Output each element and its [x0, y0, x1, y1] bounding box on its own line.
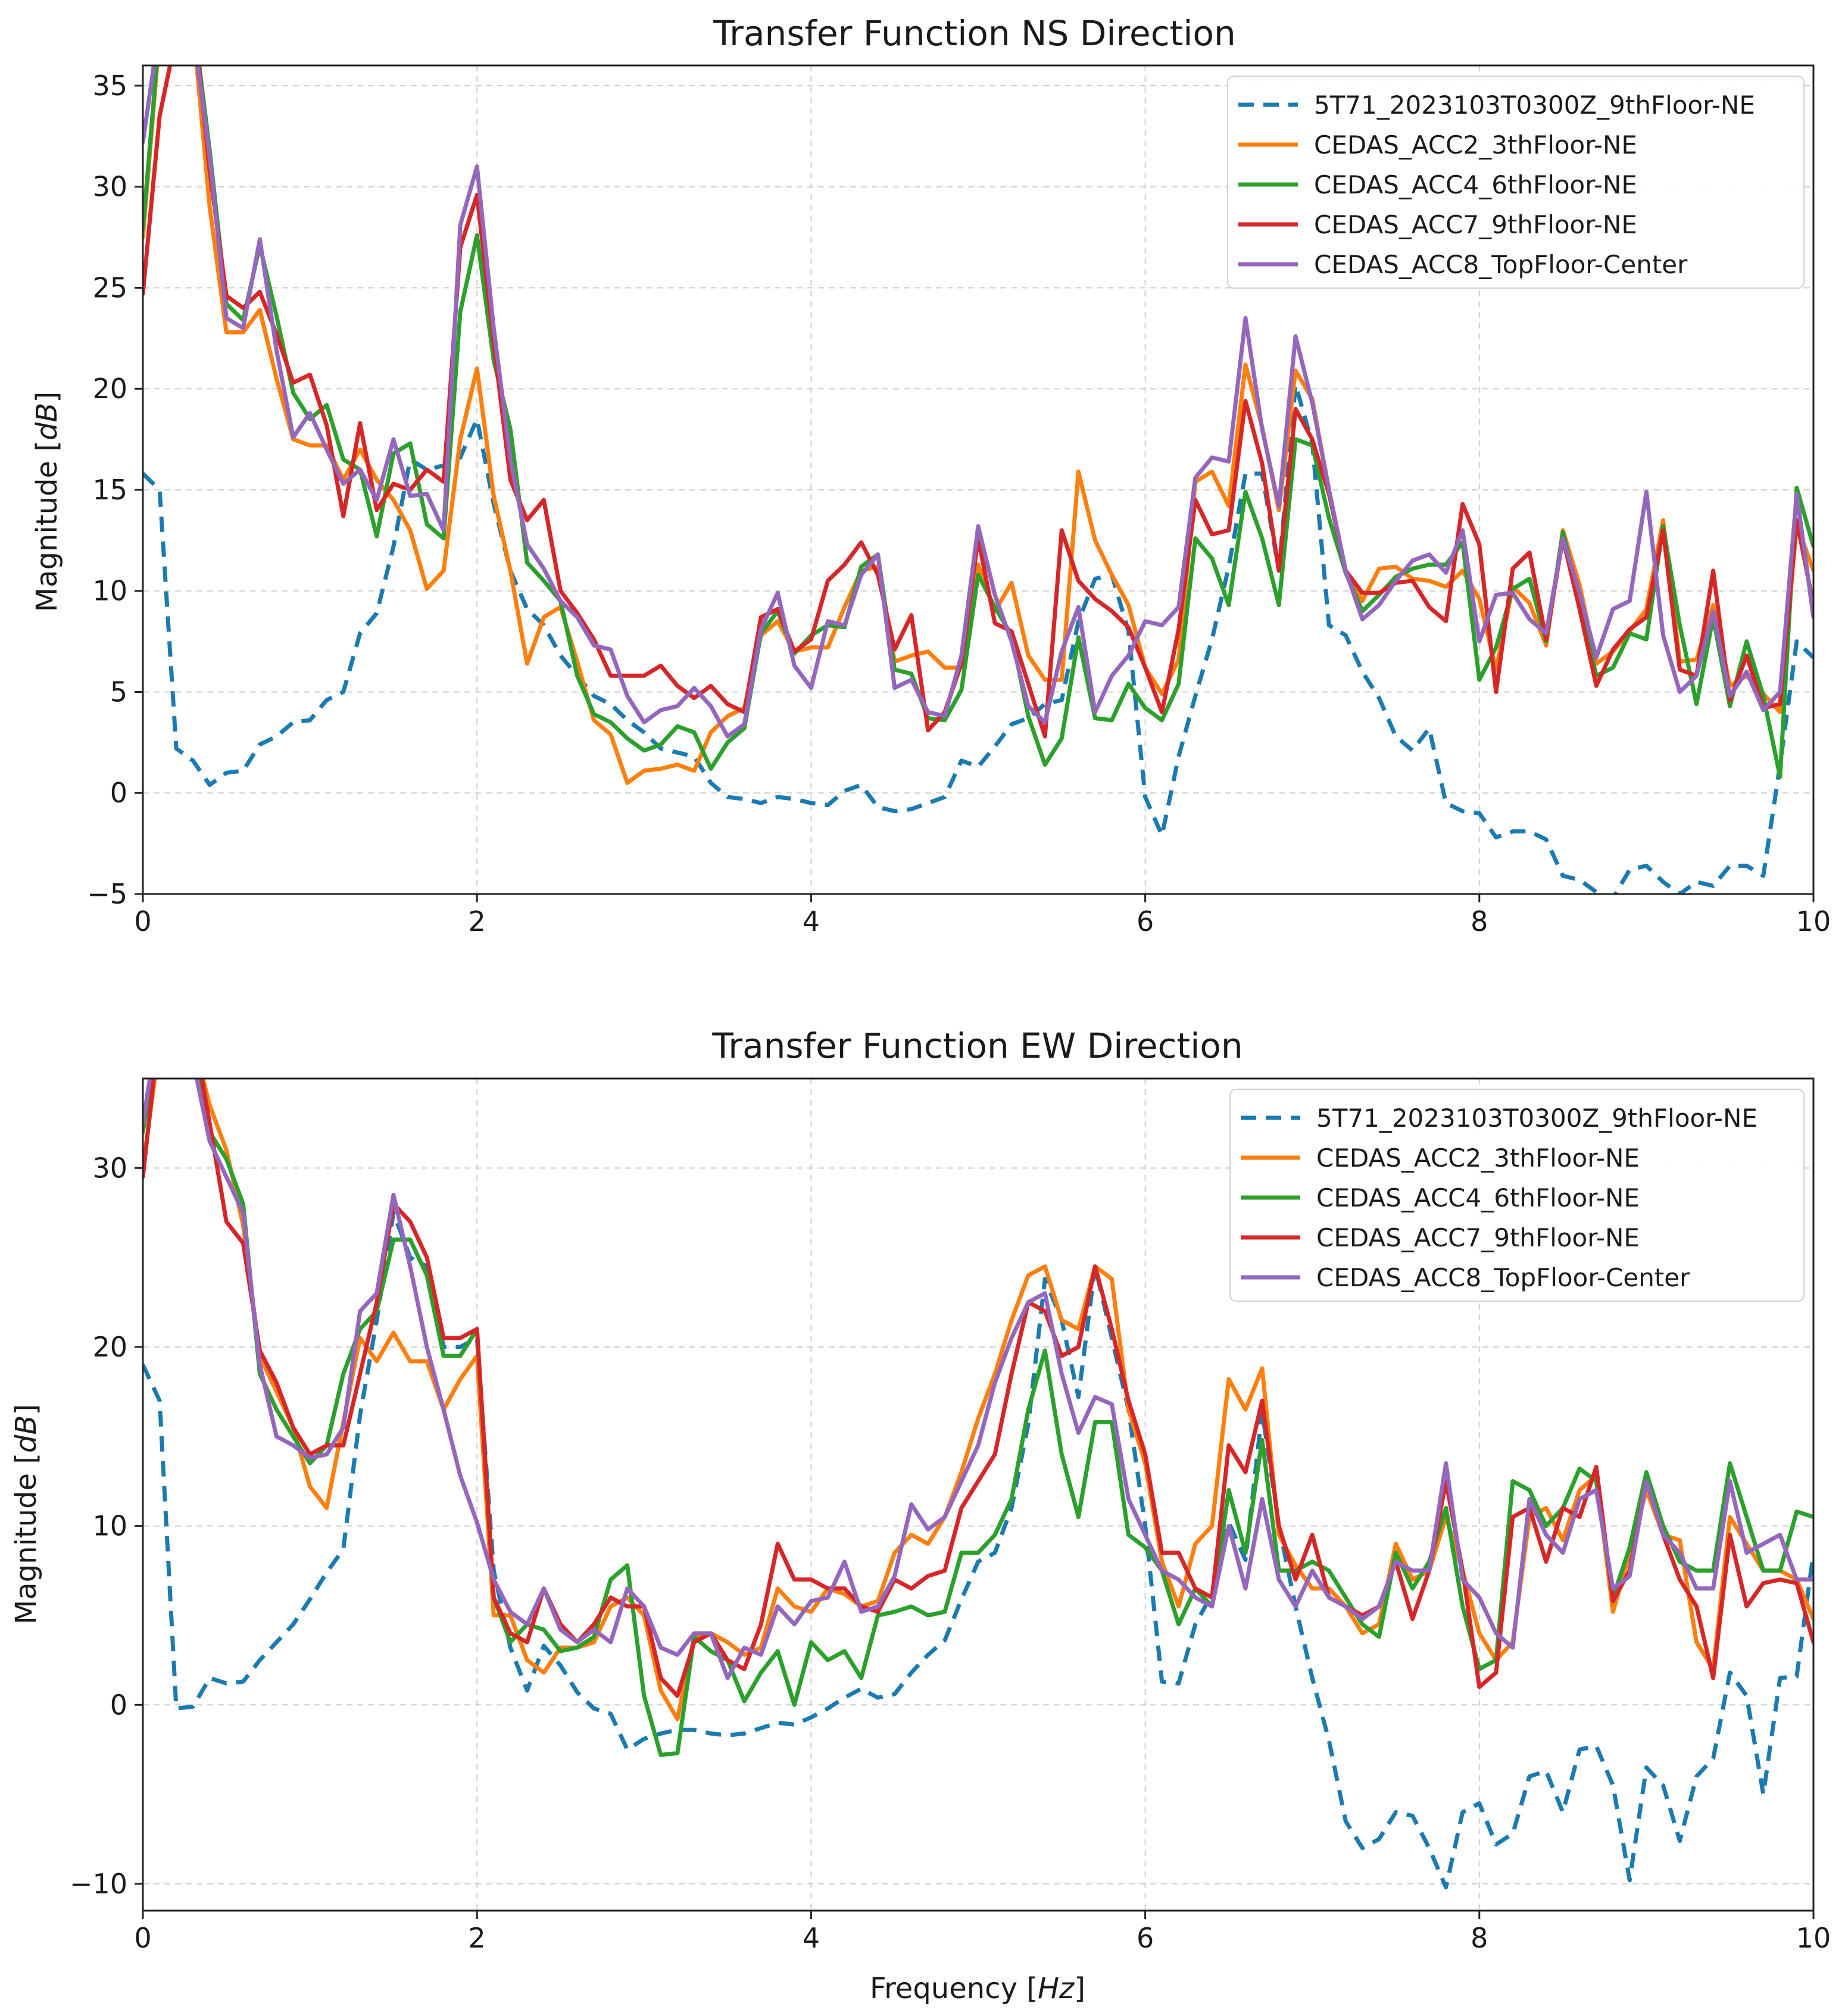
- legend-label: 5T71_2023103T0300Z_9thFloor-NE: [1316, 1104, 1757, 1133]
- legend-item: 5T71_2023103T0300Z_9thFloor-NE: [1238, 90, 1755, 120]
- axes-frame: [142, 1077, 1815, 1912]
- y-tick-label: 20: [92, 1331, 127, 1363]
- y-tick-label: 0: [110, 777, 127, 809]
- x-tick-label: 10: [1796, 1922, 1831, 1954]
- legend-item: CEDAS_ACC2_3thFloor-NE: [1238, 130, 1637, 160]
- legend-label: CEDAS_ACC2_3thFloor-NE: [1316, 1143, 1640, 1173]
- x-tick-label: 8: [1471, 905, 1488, 937]
- x-tick-label: 8: [1471, 1922, 1488, 1954]
- legend: 5T71_2023103T0300Z_9thFloor-NE CEDAS_ACC2…: [1229, 1089, 1805, 1302]
- y-tick-label: 15: [92, 474, 127, 506]
- x-tick-label: 6: [1137, 1922, 1154, 1954]
- legend-label: CEDAS_ACC4_6thFloor-NE: [1316, 1183, 1640, 1212]
- x-axis-label-close: ]: [1074, 1972, 1085, 2005]
- x-tick-label: 2: [469, 1922, 486, 1954]
- legend-item: CEDAS_ACC4_6thFloor-NE: [1241, 1183, 1640, 1212]
- chart-title: Transfer Function EW Direction: [711, 1026, 1243, 1066]
- y-tick-label: 30: [92, 1152, 127, 1184]
- x-ticks: 0 2 4 6 8 10: [134, 894, 1831, 937]
- chart-ew-direction: Transfer Function EW Direction Magnitude…: [10, 1026, 1831, 2005]
- y-axis-label-close: ]: [30, 392, 64, 403]
- legend-label: CEDAS_ACC8_TopFloor-Center: [1314, 250, 1688, 279]
- y-tick-label: 5: [110, 676, 127, 708]
- legend-label: 5T71_2023103T0300Z_9thFloor-NE: [1314, 90, 1755, 120]
- y-axis-label: Magnitude [dB]: [30, 392, 64, 612]
- series-line-5t71_2023103t0300z_9thfloor-ne: [143, 382, 1813, 894]
- y-axis-label-close: ]: [10, 1404, 43, 1415]
- x-axis-label-unit: Hz: [1038, 1972, 1075, 2005]
- chart-title: Transfer Function NS Direction: [713, 13, 1235, 54]
- y-ticks: −10 0 10 20 30: [70, 1152, 143, 1900]
- series-line-cedas_acc4_6thfloor-ne: [143, 1079, 1813, 1757]
- x-tick-label: 4: [803, 1922, 820, 1954]
- y-ticks: −5 0 5 10 15 20 25 30 35: [87, 70, 143, 910]
- series-line-cedas_acc2_3thfloor-ne: [143, 65, 1813, 785]
- legend-item: CEDAS_ACC4_6thFloor-NE: [1238, 170, 1637, 199]
- legend-box: [1229, 1089, 1805, 1302]
- x-tick-label: 4: [803, 905, 820, 937]
- axes-frame: [142, 64, 1815, 895]
- y-axis-label: Magnitude [dB]: [10, 1404, 43, 1624]
- y-axis-label-text: Magnitude [: [10, 1453, 43, 1624]
- plot-area: [143, 65, 1813, 894]
- legend-item: CEDAS_ACC7_9thFloor-NE: [1238, 210, 1637, 239]
- y-tick-label: 10: [92, 575, 127, 607]
- series-line-5t71_2023103t0300z_9thfloor-ne: [143, 1211, 1813, 1890]
- series-line-cedas_acc8_topfloor-center: [143, 65, 1813, 739]
- legend-label: CEDAS_ACC4_6thFloor-NE: [1314, 170, 1637, 199]
- legend-item: CEDAS_ACC8_TopFloor-Center: [1238, 250, 1688, 279]
- legend-box: [1227, 76, 1805, 289]
- series-line-cedas_acc4_6thfloor-ne: [143, 65, 1813, 779]
- y-tick-label: 35: [92, 70, 127, 102]
- series-line-cedas_acc8_topfloor-center: [143, 1079, 1813, 1680]
- y-tick-label: −10: [70, 1868, 127, 1900]
- legend: 5T71_2023103T0300Z_9thFloor-NE CEDAS_ACC2…: [1227, 76, 1805, 289]
- legend-item: CEDAS_ACC8_TopFloor-Center: [1241, 1263, 1690, 1292]
- y-axis-label-text: Magnitude [: [30, 440, 64, 612]
- x-tick-label: 0: [134, 1922, 151, 1954]
- chart-ns-direction: Transfer Function NS Direction Magnitude…: [30, 13, 1831, 937]
- legend-label: CEDAS_ACC8_TopFloor-Center: [1316, 1263, 1690, 1292]
- x-tick-label: 2: [469, 905, 486, 937]
- y-tick-label: −5: [87, 878, 127, 910]
- y-tick-label: 0: [110, 1689, 127, 1721]
- legend-item: 5T71_2023103T0300Z_9thFloor-NE: [1241, 1104, 1757, 1133]
- x-ticks: 0 2 4 6 8 10: [134, 1911, 1831, 1954]
- y-tick-label: 30: [92, 171, 127, 203]
- legend-item: CEDAS_ACC7_9thFloor-NE: [1241, 1223, 1640, 1252]
- series-line-cedas_acc7_9thfloor-ne: [143, 1079, 1813, 1698]
- x-axis-label: Frequency [Hz]: [870, 1972, 1085, 2005]
- x-tick-label: 6: [1137, 905, 1154, 937]
- y-axis-label-unit: dB: [10, 1415, 43, 1453]
- legend-label: CEDAS_ACC7_9thFloor-NE: [1316, 1223, 1640, 1252]
- y-tick-label: 25: [92, 271, 127, 304]
- x-tick-label: 0: [134, 905, 151, 937]
- legend-label: CEDAS_ACC2_3thFloor-NE: [1314, 130, 1637, 160]
- legend-label: CEDAS_ACC7_9thFloor-NE: [1314, 210, 1637, 239]
- x-axis-label-text: Frequency [: [870, 1972, 1038, 2005]
- plot-area: [143, 1079, 1813, 1890]
- x-tick-label: 10: [1796, 905, 1831, 937]
- legend-item: CEDAS_ACC2_3thFloor-NE: [1241, 1143, 1640, 1173]
- y-tick-label: 10: [92, 1510, 127, 1542]
- y-axis-label-unit: dB: [30, 403, 64, 440]
- y-tick-label: 20: [92, 373, 127, 405]
